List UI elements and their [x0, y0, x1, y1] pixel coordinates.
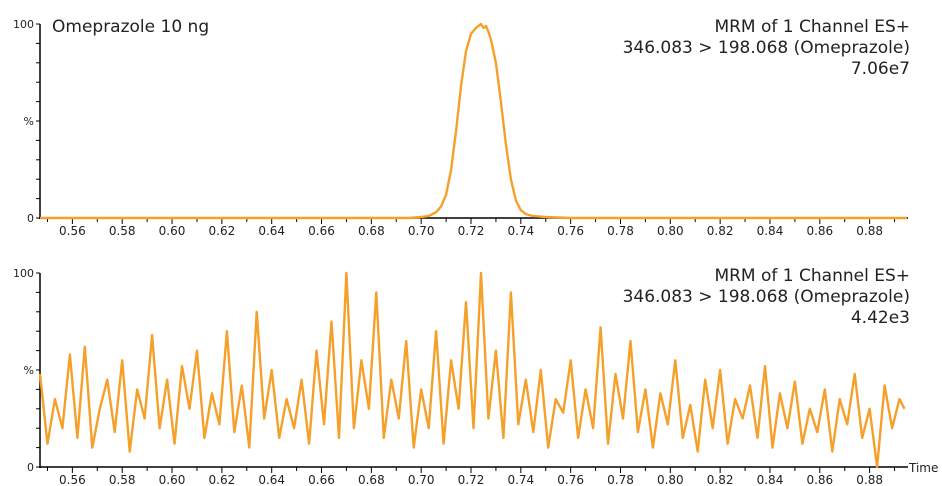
- x-tick-label: 0.88: [856, 473, 883, 486]
- x-tick-label: 0.58: [109, 473, 136, 486]
- x-tick-label: 0.76: [557, 473, 584, 486]
- x-tick-label: 0.64: [258, 473, 285, 486]
- chromatogram-trace: [40, 22, 907, 220]
- intensity-label: 4.42e3: [851, 308, 910, 328]
- x-tick-label: 0.60: [159, 473, 186, 486]
- x-tick-label: 0.86: [806, 473, 833, 486]
- x-tick-label: 0.56: [59, 473, 86, 486]
- x-tick-label: 0.58: [109, 224, 136, 238]
- x-tick-label: 0.56: [59, 224, 86, 238]
- x-tick-label: 0.60: [159, 224, 186, 238]
- x-tick-label: 0.70: [408, 224, 435, 238]
- x-tick-label: 0.74: [507, 224, 534, 238]
- x-tick-label: 0.78: [607, 473, 634, 486]
- x-tick-label: 0.84: [757, 473, 784, 486]
- channel-label: MRM of 1 Channel ES+: [714, 17, 910, 37]
- x-axis-label: Time: [908, 461, 938, 475]
- transition-label: 346.083 > 198.068 (Omeprazole): [623, 287, 910, 307]
- x-tick-label: 0.76: [557, 224, 584, 238]
- x-tick-label: 0.80: [657, 473, 684, 486]
- x-tick-label: 0.72: [458, 224, 485, 238]
- x-tick-label: 0.80: [657, 224, 684, 238]
- x-tick-label: 0.62: [209, 224, 236, 238]
- y-tick-label: 0: [27, 212, 34, 225]
- y-tick-label: 0: [27, 461, 34, 474]
- x-tick-label: 0.82: [707, 473, 734, 486]
- chromatogram-panel-bottom: 0.56 0.58 0.60 0.62 0.64 0.66 0.68 0.70 0.72 0.74…: [13, 266, 938, 486]
- x-tick-label: 0.74: [507, 473, 534, 486]
- channel-label: MRM of 1 Channel ES+: [714, 266, 910, 286]
- transition-label: 346.083 > 198.068 (Omeprazole): [623, 38, 910, 58]
- y-tick-label: 100: [13, 267, 34, 280]
- chromatogram-trace: [38, 271, 906, 469]
- x-tick-label: 0.66: [308, 473, 335, 486]
- x-tick-label: 0.62: [209, 473, 236, 486]
- x-tick-label: 0.72: [458, 473, 485, 486]
- x-tick-label: 0.66: [308, 224, 335, 238]
- x-tick-label: 0.78: [607, 224, 634, 238]
- x-tick-label: 0.88: [856, 224, 883, 238]
- y-axis-label: %: [24, 364, 34, 377]
- x-tick-label: 0.68: [358, 473, 385, 486]
- y-tick-label: 100: [13, 18, 34, 31]
- x-tick-label: 0.68: [358, 224, 385, 238]
- x-tick-label: 0.82: [707, 224, 734, 238]
- x-tick-label: 0.84: [757, 224, 784, 238]
- intensity-label: 7.06e7: [851, 59, 910, 79]
- y-axis-label: %: [24, 115, 34, 128]
- x-tick-label: 0.86: [806, 224, 833, 238]
- x-tick-label: 0.64: [258, 224, 285, 238]
- chromatogram-panel-top: 0.56 0.58 0.60 0.62 0.64 0.66 0.68 0.70 0.72 0.74…: [13, 17, 910, 238]
- x-tick-label: 0.70: [408, 473, 435, 486]
- sample-label: Omeprazole 10 ng: [52, 17, 209, 37]
